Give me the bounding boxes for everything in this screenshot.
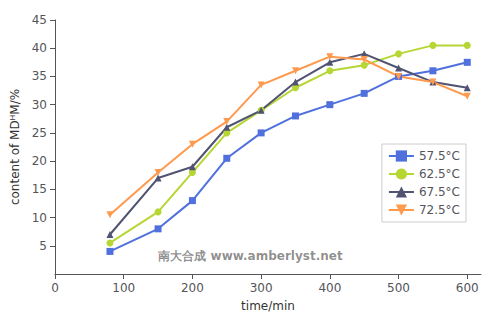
svg-text:600: 600 (456, 281, 479, 295)
svg-text:100: 100 (112, 281, 135, 295)
svg-text:content of MDᴴM/%: content of MDᴴM/% (8, 89, 22, 205)
svg-text:40: 40 (32, 41, 47, 55)
svg-text:20: 20 (32, 154, 47, 168)
svg-text:15: 15 (32, 182, 47, 196)
svg-text:time/min: time/min (241, 299, 295, 313)
svg-text:300: 300 (250, 281, 273, 295)
svg-text:62.5°C: 62.5°C (419, 167, 460, 181)
svg-text:57.5°C: 57.5°C (419, 149, 460, 163)
svg-text:500: 500 (387, 281, 410, 295)
svg-text:南大合成 www.amberlyst.net: 南大合成 www.amberlyst.net (157, 249, 343, 263)
svg-text:67.5°C: 67.5°C (419, 185, 460, 199)
svg-text:72.5°C: 72.5°C (419, 203, 460, 217)
svg-text:30: 30 (32, 98, 47, 112)
svg-text:45: 45 (32, 13, 47, 27)
svg-text:35: 35 (32, 69, 47, 83)
svg-text:10: 10 (32, 211, 47, 225)
svg-text:5: 5 (39, 239, 47, 253)
svg-text:400: 400 (318, 281, 341, 295)
svg-text:0: 0 (51, 281, 59, 295)
svg-text:200: 200 (181, 281, 204, 295)
svg-text:25: 25 (32, 126, 47, 140)
